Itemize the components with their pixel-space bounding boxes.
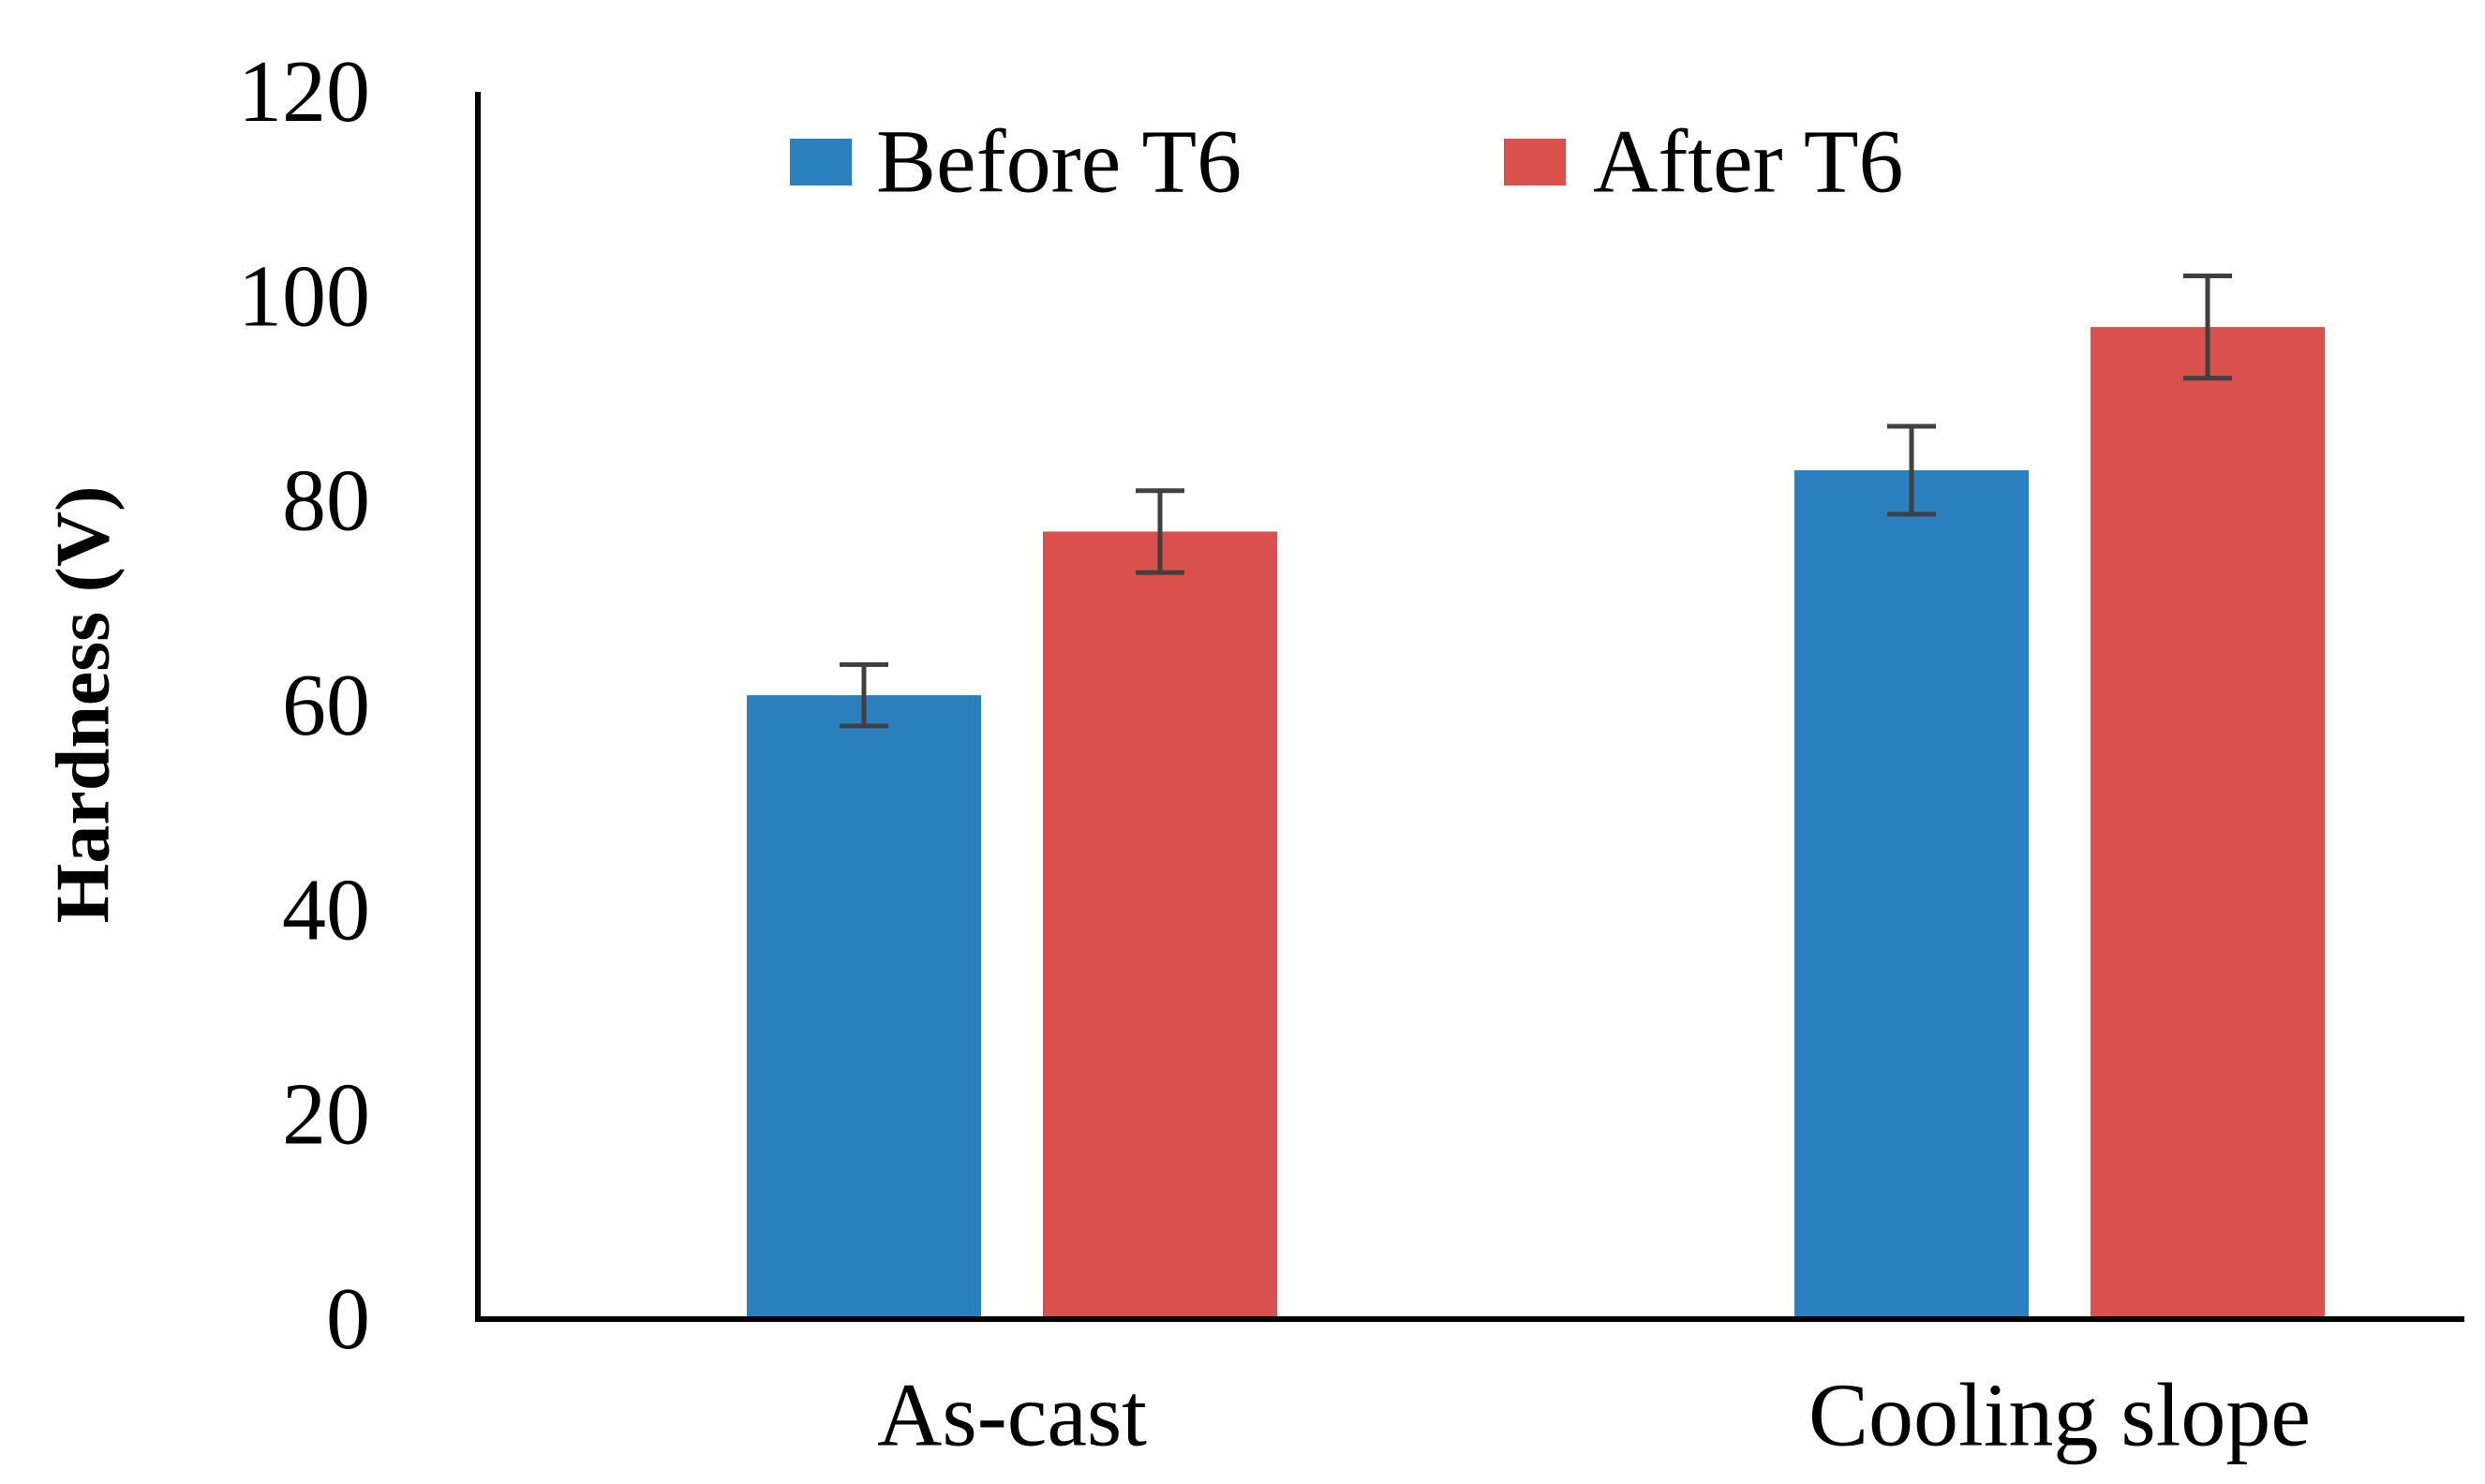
y-tick-label: 60	[282, 657, 370, 754]
y-axis-title: Hardness (V)	[40, 486, 126, 924]
axes-layer	[475, 92, 2464, 1322]
x-category-label: As-cast	[877, 1365, 1147, 1465]
y-tick-label: 20	[282, 1066, 370, 1164]
legend-label: After T6	[1593, 111, 1903, 212]
legend-item: Before T6	[790, 111, 1242, 212]
error-bar	[840, 661, 888, 729]
legend-item: After T6	[1504, 111, 1903, 212]
x-category-labels: As-cast Cooling slope	[877, 1365, 2311, 1465]
bar	[1043, 531, 1277, 1319]
y-tick-label: 100	[238, 247, 370, 345]
x-category-label: Cooling slope	[1808, 1365, 2311, 1465]
y-tick-labels: 0 20 40 60 80 100 120	[238, 43, 370, 1368]
y-tick-label: 120	[238, 43, 370, 141]
bars-layer	[747, 327, 2325, 1320]
y-tick-label: 0	[326, 1270, 370, 1368]
y-tick-label: 40	[282, 861, 370, 958]
legend: Before T6 After T6	[790, 111, 1903, 212]
error-bar	[2183, 274, 2232, 381]
bar	[2091, 327, 2325, 1319]
y-tick-label: 80	[282, 453, 370, 550]
error-bar	[1887, 423, 1936, 517]
legend-swatch	[790, 139, 852, 186]
error-bar	[1136, 488, 1184, 575]
bar	[1794, 469, 2029, 1320]
legend-label: Before T6	[876, 111, 1242, 212]
error-bars-layer	[840, 274, 2232, 729]
legend-swatch	[1504, 139, 1566, 186]
bar	[747, 695, 981, 1319]
